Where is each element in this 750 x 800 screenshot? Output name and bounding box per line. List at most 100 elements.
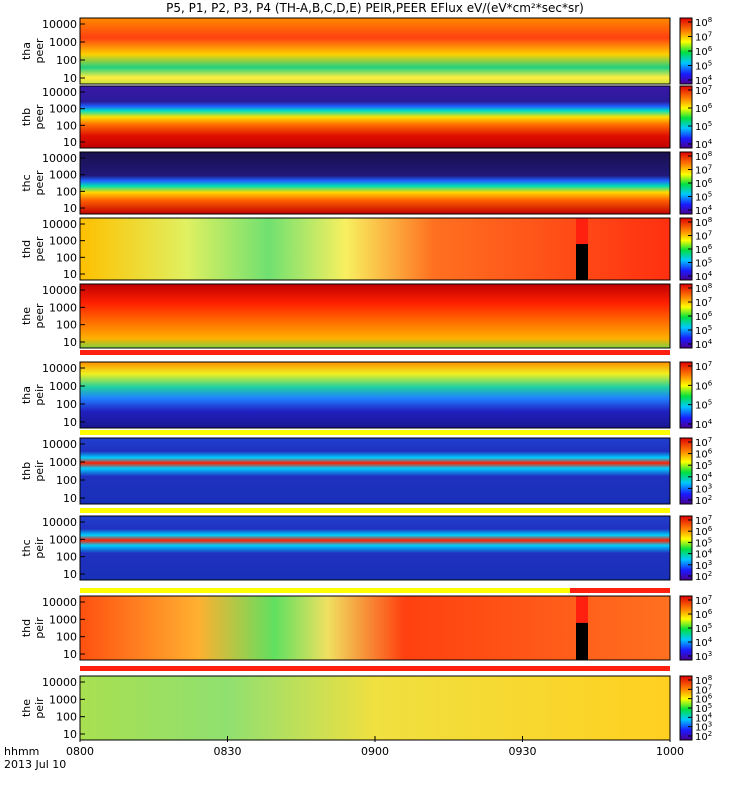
colorbar-tick-label: 106 xyxy=(695,177,713,190)
colorbar-exponent: 6 xyxy=(708,525,713,533)
colorbar-exponent: 7 xyxy=(708,514,712,522)
colorbar-exponent: 5 xyxy=(708,257,712,265)
colorbar-exponent: 6 xyxy=(708,379,713,387)
y-tick-label: 100 xyxy=(56,551,77,564)
quality-flag-bar xyxy=(80,430,670,435)
panel-frame xyxy=(79,85,671,149)
panel-label-probe: thc xyxy=(20,174,33,191)
y-tick-label: 10 xyxy=(63,648,77,661)
panel-label-species: peer xyxy=(33,104,46,130)
spectrogram-the-peer xyxy=(80,284,670,348)
colorbar-tick-label: 102 xyxy=(695,494,712,507)
colorbar-exponent: 5 xyxy=(708,536,712,544)
colorbar-exponent: 8 xyxy=(708,150,712,158)
colorbar-exponent: 8 xyxy=(708,16,712,24)
spectrogram-tha-peer xyxy=(80,18,670,84)
colorbar-exponent: 4 xyxy=(708,204,713,212)
spectrogram-tha-peir xyxy=(80,362,670,428)
colorbar-tick-label: 105 xyxy=(695,60,712,73)
panel-label-probe: the xyxy=(20,307,33,325)
y-tick-label: 10 xyxy=(63,492,77,505)
colorbar-exponent: 7 xyxy=(708,31,712,39)
colorbar-tick-label: 107 xyxy=(695,31,712,44)
colorbar-tick-label: 106 xyxy=(695,310,713,323)
colorbar-tick-label: 104 xyxy=(695,636,713,649)
y-tick-label: 10 xyxy=(63,568,77,581)
spectrogram-thd-peir xyxy=(80,596,670,660)
y-tick-label: 10000 xyxy=(42,18,77,31)
y-tick-label: 10 xyxy=(63,336,77,349)
colorbar-tick-label: 108 xyxy=(695,282,712,295)
colorbar-exponent: 3 xyxy=(708,482,712,490)
panel-label-species: peir xyxy=(33,617,46,639)
colorbar-exponent: 8 xyxy=(708,282,712,290)
colorbar-exponent: 5 xyxy=(708,60,712,68)
y-tick-label: 100 xyxy=(56,251,77,264)
colorbar-exponent: 3 xyxy=(708,559,712,567)
panel-label-probe: thb xyxy=(20,462,33,480)
panel-label-species: peir xyxy=(33,537,46,559)
quality-flag-bar-red xyxy=(570,588,670,593)
y-tick-label: 1000 xyxy=(49,613,77,626)
colorbar xyxy=(679,515,693,581)
colorbar-exponent: 6 xyxy=(708,243,713,251)
colorbar-exponent: 6 xyxy=(708,45,713,53)
y-tick-label: 10 xyxy=(63,416,77,429)
y-tick-label: 1000 xyxy=(49,380,77,393)
y-tick-label: 10000 xyxy=(42,676,77,689)
colorbar-exponent: 2 xyxy=(708,730,712,738)
colorbar-exponent: 7 xyxy=(708,230,712,238)
colorbar-exponent: 6 xyxy=(708,102,713,110)
panel-label-probe: thd xyxy=(20,240,33,258)
quality-flag-bar xyxy=(80,508,670,513)
y-tick-label: 10 xyxy=(63,728,77,741)
y-tick-label: 10000 xyxy=(42,284,77,297)
colorbar-exponent: 7 xyxy=(708,164,712,172)
colorbar-exponent: 3 xyxy=(708,721,712,729)
colorbar-tick-label: 104 xyxy=(695,338,713,351)
colorbar-exponent: 8 xyxy=(708,674,712,682)
colorbar-tick-label: 108 xyxy=(695,150,712,163)
colorbar-tick-label: 102 xyxy=(695,570,712,583)
colorbar-exponent: 4 xyxy=(708,548,713,556)
panel-frame xyxy=(79,283,671,349)
panel-label-species: peir xyxy=(33,460,46,482)
colorbar-tick-label: 108 xyxy=(695,16,712,29)
y-tick-label: 1000 xyxy=(49,456,77,469)
y-tick-label: 100 xyxy=(56,631,77,644)
y-tick-label: 10000 xyxy=(42,86,77,99)
spectrogram-thc-peer xyxy=(80,152,670,214)
colorbar xyxy=(679,85,693,149)
quality-flag-bar xyxy=(80,666,670,671)
y-tick-label: 10000 xyxy=(42,218,77,231)
colorbar-tick-label: 107 xyxy=(695,84,712,97)
colorbar-tick-label: 104 xyxy=(695,418,713,431)
colorbar-exponent: 5 xyxy=(708,399,712,407)
y-tick-label: 100 xyxy=(56,474,77,487)
axis-label-date: 2013 Jul 10 xyxy=(4,758,66,771)
y-tick-label: 100 xyxy=(56,54,77,67)
panel-label-species: peer xyxy=(33,236,46,262)
panel-frame xyxy=(79,217,671,281)
colorbar-exponent: 5 xyxy=(708,120,712,128)
data-gap-bottom xyxy=(576,244,588,280)
colorbar-exponent: 6 xyxy=(708,448,713,456)
y-tick-label: 10000 xyxy=(42,438,77,451)
y-tick-label: 10000 xyxy=(42,516,77,529)
colorbar-exponent: 6 xyxy=(708,310,713,318)
quality-flag-bar xyxy=(80,350,670,355)
colorbar-exponent: 7 xyxy=(708,84,712,92)
colorbar-exponent: 3 xyxy=(708,650,712,658)
spectrogram-thc-peir xyxy=(80,516,670,580)
colorbar-exponent: 4 xyxy=(708,471,713,479)
colorbar-tick-label: 108 xyxy=(695,216,712,229)
colorbar-tick-label: 107 xyxy=(695,360,712,373)
chart-title: P5, P1, P2, P3, P4 (TH-A,B,C,D,E) PEIR,P… xyxy=(166,1,584,15)
y-tick-label: 100 xyxy=(56,398,77,411)
x-tick-label: 0930 xyxy=(509,745,537,758)
colorbar-exponent: 4 xyxy=(708,711,713,719)
